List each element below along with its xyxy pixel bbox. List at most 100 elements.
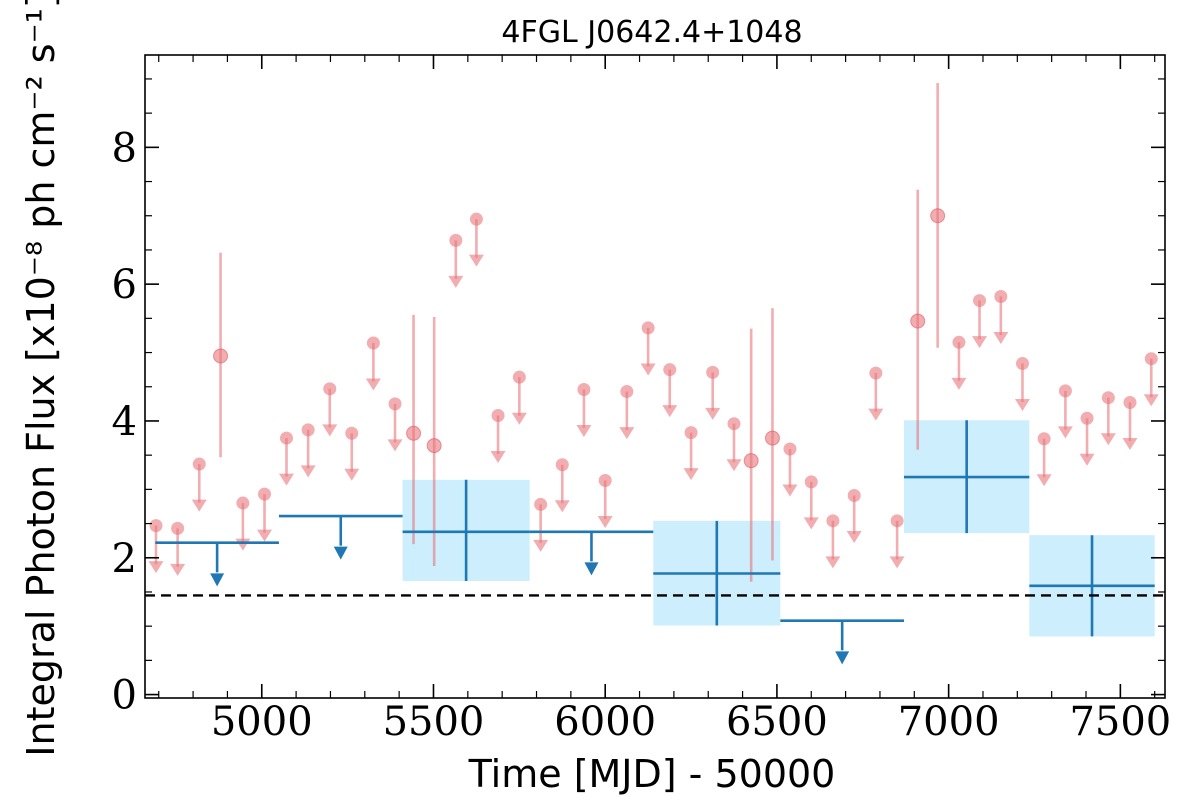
upper-limit-point bbox=[301, 423, 315, 437]
upper-limit-point bbox=[1015, 357, 1029, 371]
upper-limit-arrow bbox=[300, 465, 316, 478]
detection-point bbox=[426, 438, 442, 454]
upper-limit-arrow bbox=[448, 275, 464, 288]
upper-limit-arrow bbox=[803, 517, 819, 530]
long-upper-limit-arrow bbox=[333, 546, 348, 560]
upper-limit-arrow bbox=[191, 499, 207, 512]
chart-title: 4FGL J0642.4+1048 bbox=[501, 15, 802, 50]
upper-limit-point bbox=[149, 519, 163, 533]
y-tick-label: 2 bbox=[112, 536, 137, 582]
upper-limit-point bbox=[1144, 352, 1158, 366]
detection-point bbox=[764, 430, 780, 446]
upper-limit-point bbox=[706, 365, 720, 379]
upper-limit-arrow bbox=[683, 468, 699, 481]
x-tick-label: 5500 bbox=[383, 699, 485, 745]
upper-limit-point bbox=[973, 294, 987, 308]
x-tick-label: 5000 bbox=[211, 699, 313, 745]
upper-limit-point bbox=[258, 487, 272, 501]
y-axis-label: Integral Photon Flux [x10⁻⁸ ph cm⁻² s⁻¹] bbox=[19, 0, 63, 757]
upper-limit-arrow bbox=[278, 473, 294, 486]
x-tick-label: 6500 bbox=[726, 699, 828, 745]
upper-limit-point bbox=[804, 475, 818, 489]
upper-limit-point bbox=[388, 397, 402, 411]
x-tick-label: 7500 bbox=[1069, 699, 1171, 745]
upper-limit-arrow bbox=[640, 363, 656, 376]
upper-limit-point bbox=[826, 514, 840, 528]
upper-limit-point bbox=[555, 458, 569, 472]
upper-limit-arrow bbox=[387, 439, 403, 452]
detection-point bbox=[213, 348, 229, 364]
upper-limit-arrow bbox=[868, 408, 884, 421]
upper-limit-arrow bbox=[1014, 399, 1030, 412]
upper-limit-point bbox=[663, 363, 677, 377]
upper-limit-point bbox=[847, 489, 861, 503]
upper-limit-arrow bbox=[662, 405, 678, 418]
upper-limit-point bbox=[1037, 432, 1051, 446]
upper-limit-point bbox=[641, 321, 655, 335]
upper-limit-arrow bbox=[468, 254, 484, 267]
upper-limit-point bbox=[366, 336, 380, 350]
upper-limit-arrow bbox=[1057, 426, 1073, 439]
upper-limit-arrow bbox=[846, 531, 862, 544]
upper-limit-arrow bbox=[322, 424, 338, 437]
upper-limit-arrow bbox=[825, 556, 841, 569]
upper-limit-arrow bbox=[1122, 438, 1138, 451]
upper-limit-point bbox=[534, 497, 548, 511]
long-upper-limit-arrow bbox=[584, 562, 599, 576]
upper-limit-arrow bbox=[235, 538, 251, 551]
x-axis-label: Time [MJD] - 50000 bbox=[468, 752, 836, 796]
upper-limit-point bbox=[345, 426, 359, 440]
plot-frame bbox=[144, 54, 1166, 699]
upper-limit-point bbox=[1058, 384, 1072, 398]
upper-limit-point bbox=[598, 473, 612, 487]
upper-limit-arrow bbox=[365, 378, 381, 391]
upper-limit-arrow bbox=[951, 377, 967, 390]
upper-limit-point bbox=[890, 514, 904, 528]
x-tick-label: 7000 bbox=[898, 699, 1000, 745]
upper-limit-arrow bbox=[889, 556, 905, 569]
upper-limit-point bbox=[620, 385, 634, 399]
y-tick-label: 8 bbox=[112, 125, 137, 171]
upper-limit-arrow bbox=[1143, 394, 1159, 407]
upper-limit-arrow bbox=[511, 412, 527, 425]
y-tick-label: 4 bbox=[112, 399, 137, 445]
upper-limit-point bbox=[491, 408, 505, 422]
upper-limit-point bbox=[1123, 395, 1137, 409]
upper-limit-point bbox=[236, 496, 250, 510]
upper-limit-arrow bbox=[257, 529, 273, 542]
upper-limit-arrow bbox=[490, 451, 506, 464]
detection-point bbox=[930, 208, 946, 224]
upper-limit-point bbox=[727, 417, 741, 431]
upper-limit-point bbox=[1101, 391, 1115, 405]
tick-labels: 5000 5500 6000 6500 7000 7500 0 2 4 6 8 bbox=[112, 125, 1172, 745]
long-upper-limit-arrow bbox=[835, 651, 850, 665]
error-boxes bbox=[402, 420, 1155, 637]
upper-limit-arrow bbox=[705, 407, 721, 420]
upper-limit-arrow bbox=[726, 459, 742, 472]
upper-limit-arrow bbox=[170, 563, 186, 576]
upper-limit-arrow bbox=[619, 427, 635, 440]
upper-limit-arrow bbox=[597, 515, 613, 528]
detection-point bbox=[743, 453, 759, 469]
upper-limit-arrow bbox=[972, 336, 988, 349]
upper-limit-point bbox=[684, 426, 698, 440]
upper-limit-point bbox=[577, 382, 591, 396]
detection-point bbox=[406, 425, 422, 441]
upper-limit-arrow bbox=[576, 425, 592, 438]
upper-limit-arrow bbox=[1036, 474, 1052, 487]
upper-limit-point bbox=[952, 335, 966, 349]
upper-limit-arrow bbox=[533, 539, 549, 552]
data-marks bbox=[148, 83, 1159, 665]
axis-ticks bbox=[145, 55, 1165, 698]
y-tick-label: 0 bbox=[112, 673, 137, 719]
upper-limit-point bbox=[449, 233, 463, 247]
upper-limit-arrow bbox=[1100, 433, 1116, 446]
y-tick-label: 6 bbox=[112, 262, 137, 308]
upper-limit-point bbox=[279, 431, 293, 445]
upper-limit-arrow bbox=[1079, 453, 1095, 466]
upper-limit-point bbox=[469, 212, 483, 226]
upper-limit-point bbox=[512, 370, 526, 384]
upper-limit-point bbox=[869, 366, 883, 380]
upper-limit-arrow bbox=[148, 561, 164, 574]
